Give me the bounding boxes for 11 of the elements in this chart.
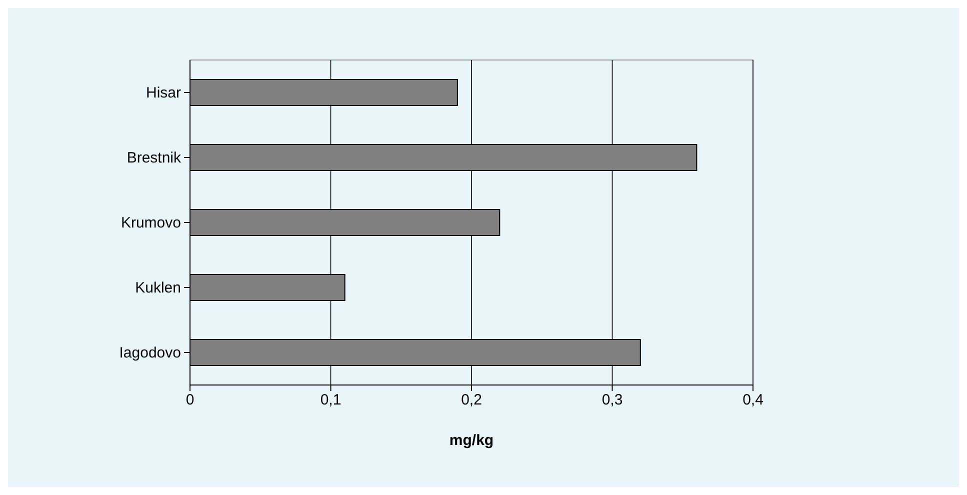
- y-tick-label: Iagodovo: [119, 344, 181, 362]
- x-tick-label: 0: [186, 392, 194, 409]
- y-tick-label: Krumovo: [120, 214, 181, 232]
- y-tick-label: Kuklen: [135, 279, 181, 296]
- y-tick-label: Brestnik: [126, 149, 182, 166]
- y-tick-label: Hisar: [146, 84, 181, 102]
- x-tick-label: 0,1: [320, 392, 342, 409]
- x-tick-label: 0,4: [742, 392, 764, 409]
- x-tick-label: 0,3: [602, 392, 623, 409]
- x-tick-label: 0,2: [461, 392, 482, 409]
- x-axis-title: mg/kg: [449, 432, 494, 449]
